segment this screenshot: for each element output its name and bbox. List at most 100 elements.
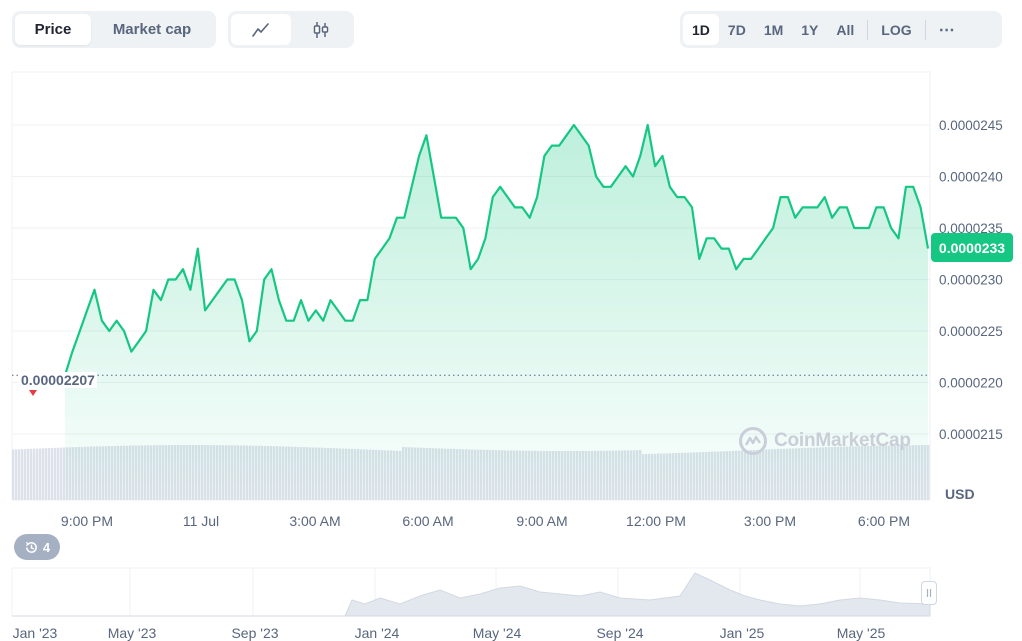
volume-bar (15, 449, 18, 500)
volume-bar (600, 450, 603, 500)
volume-bar (48, 448, 51, 500)
navigator-tick-label: Jan '25 (720, 625, 765, 641)
volume-bar (507, 450, 510, 500)
volume-bar (753, 450, 756, 500)
volume-bar (627, 450, 630, 500)
tab-price[interactable]: Price (15, 14, 91, 45)
volume-bar (672, 453, 675, 500)
range-1d[interactable]: 1D (683, 14, 719, 45)
volume-bar (582, 450, 585, 500)
volume-bar (540, 450, 543, 500)
volume-bar (510, 450, 513, 500)
y-tick-label: 0.0000225 (939, 324, 1003, 339)
volume-bar (18, 449, 21, 500)
volume-bar (558, 450, 561, 500)
y-tick-label: 0.0000230 (939, 273, 1003, 288)
volume-bar (474, 449, 477, 500)
volume-bar (63, 447, 66, 500)
volume-bar (729, 451, 732, 500)
volume-bar (402, 447, 405, 500)
volume-bar (237, 445, 240, 500)
range-selector: 1D 7D 1M 1Y All LOG ⋯ (680, 11, 1002, 48)
volume-bar (471, 449, 474, 500)
volume-bar (390, 450, 393, 500)
volume-bar (285, 446, 288, 500)
volume-bar (171, 445, 174, 500)
volume-bar (258, 445, 261, 500)
volume-bar (45, 448, 48, 500)
volume-bar (162, 445, 165, 500)
tab-market-cap[interactable]: Market cap (112, 21, 192, 38)
line-chart-icon[interactable] (231, 14, 291, 45)
range-all[interactable]: All (836, 21, 855, 38)
navigator-tick-label: Jan '24 (355, 625, 400, 641)
volume-bar (60, 447, 63, 500)
volume-bar (447, 448, 450, 500)
log-scale-toggle[interactable]: LOG (881, 21, 912, 38)
x-tick-label: 6:00 AM (402, 513, 453, 529)
volume-bar (249, 445, 252, 500)
volume-bar (597, 450, 600, 500)
volume-bar (432, 448, 435, 500)
volume-bar (357, 449, 360, 500)
volume-bar (588, 450, 591, 500)
low-price-label: 0.00002207 (19, 372, 97, 388)
y-tick-label: 0.0000220 (939, 376, 1003, 391)
volume-bar (711, 451, 714, 500)
volume-bar (339, 448, 342, 500)
volume-bar (264, 445, 267, 500)
candlestick-icon[interactable] (291, 14, 351, 45)
range-1m[interactable]: 1M (763, 21, 784, 38)
volume-bar (918, 445, 921, 500)
volume-bar (612, 450, 615, 500)
coinmarketcap-watermark: CoinMarketCap (738, 426, 911, 456)
x-tick-label: 12:00 PM (626, 513, 686, 529)
volume-bar (462, 449, 465, 500)
volume-bar (279, 446, 282, 500)
volume-bar (75, 447, 78, 500)
volume-bar (306, 447, 309, 500)
volume-bar (354, 449, 357, 500)
volume-bar (480, 449, 483, 500)
y-tick-label: 0.0000215 (939, 427, 1003, 442)
volume-bar (696, 452, 699, 500)
navigator-tick-label: Jan '23 (13, 625, 58, 641)
volume-bar (915, 445, 918, 500)
volume-bar (366, 449, 369, 500)
range-1y[interactable]: 1Y (801, 21, 819, 38)
volume-bar (27, 448, 30, 500)
volume-bar (636, 450, 639, 500)
history-badge[interactable]: 4 (14, 534, 60, 560)
more-options-button[interactable]: ⋯ (938, 21, 955, 39)
volume-bar (621, 450, 624, 500)
volume-bar (519, 450, 522, 500)
volume-bar (243, 445, 246, 500)
volume-bar (657, 453, 660, 500)
volume-bar (288, 446, 291, 500)
volume-bar (570, 450, 573, 500)
volume-bar (387, 450, 390, 500)
volume-bar (531, 450, 534, 500)
volume-bar (435, 448, 438, 500)
volume-bar (498, 450, 501, 500)
volume-bar (486, 449, 489, 500)
volume-bar (300, 447, 303, 500)
volume-bar (666, 453, 669, 500)
volume-bar (405, 447, 408, 500)
volume-bar (315, 447, 318, 500)
volume-bar (492, 450, 495, 500)
navigator-handle[interactable] (921, 581, 937, 605)
volume-bar (105, 446, 108, 500)
y-tick-label: 0.0000240 (939, 170, 1003, 185)
volume-bar (270, 446, 273, 500)
volume-bar (549, 450, 552, 500)
navigator-tick-label: Sep '23 (231, 625, 278, 641)
volume-bar (699, 452, 702, 500)
volume-bar (216, 445, 219, 500)
range-7d[interactable]: 7D (727, 21, 746, 38)
volume-bar (552, 450, 555, 500)
volume-bar (513, 450, 516, 500)
volume-bar (81, 446, 84, 500)
volume-bar (129, 445, 132, 500)
